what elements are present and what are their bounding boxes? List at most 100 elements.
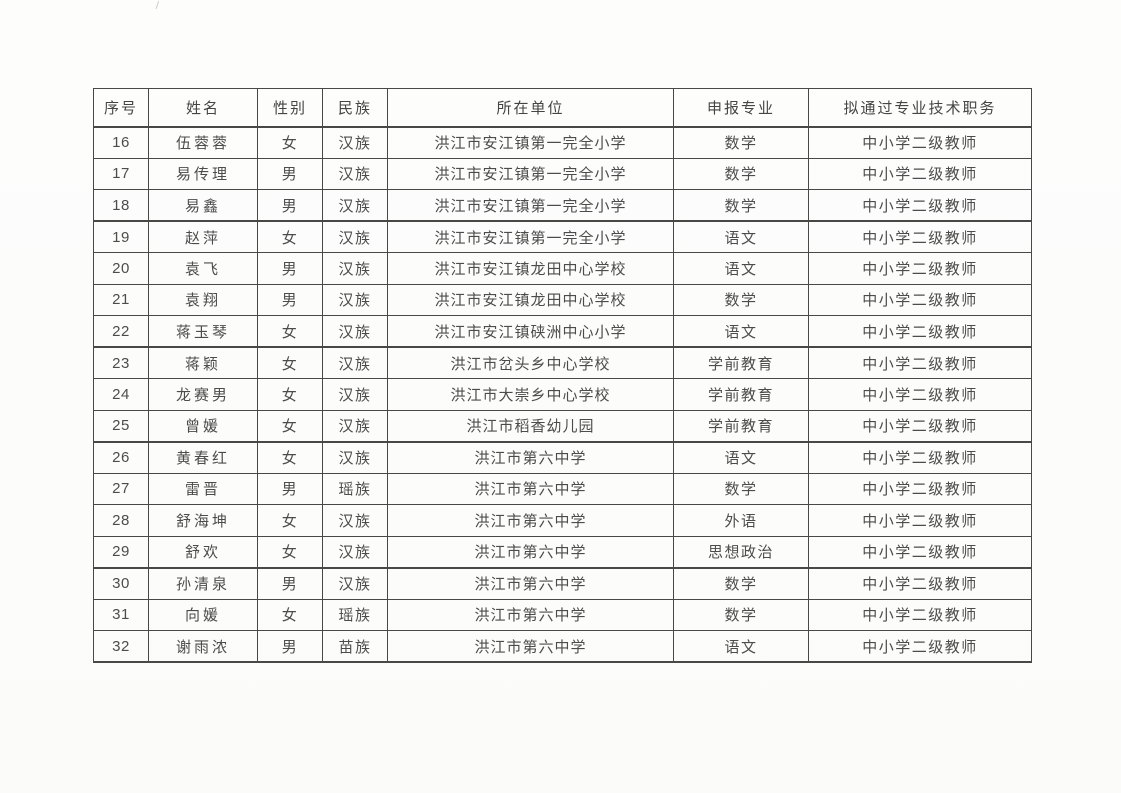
cell-declared-major: 数学 (673, 472, 809, 505)
cell-work-unit: 洪江市大崇乡中心学校 (387, 378, 674, 411)
cell-work-unit: 洪江市安江镇第一完全小学 (387, 126, 674, 159)
cell-declared-major: 语文 (673, 252, 809, 285)
cell-name: 向媛 (148, 598, 258, 631)
cell-serial-number: 30 (93, 567, 149, 600)
cell-gender: 女 (257, 441, 323, 474)
cell-ethnicity: 汉族 (322, 535, 388, 569)
cell-ethnicity: 汉族 (322, 346, 388, 379)
cell-proposed-title: 中小学二级教师 (808, 472, 1032, 505)
cell-declared-major: 思想政治 (673, 535, 809, 569)
cell-declared-major: 学前教育 (673, 378, 809, 411)
cell-ethnicity: 汉族 (322, 441, 388, 474)
cell-declared-major: 学前教育 (673, 409, 809, 443)
cell-declared-major: 语文 (673, 315, 809, 348)
cell-proposed-title: 中小学二级教师 (808, 283, 1032, 316)
cell-gender: 女 (257, 315, 323, 348)
cell-ethnicity: 苗族 (322, 630, 388, 663)
cell-proposed-title: 中小学二级教师 (808, 378, 1032, 411)
cell-serial-number: 29 (93, 535, 149, 569)
cell-serial-number: 22 (93, 315, 149, 348)
cell-work-unit: 洪江市安江镇第一完全小学 (387, 220, 674, 253)
cell-gender: 女 (257, 504, 323, 537)
cell-gender: 女 (257, 126, 323, 159)
cell-work-unit: 洪江市安江镇龙田中心学校 (387, 283, 674, 316)
cell-proposed-title: 中小学二级教师 (808, 126, 1032, 159)
table-row: 28 舒海坤女汉族 洪江市第六中学 外语 中小学二级教师 (93, 504, 1032, 537)
cell-serial-number: 16 (93, 126, 149, 159)
cell-ethnicity: 汉族 (322, 504, 388, 537)
cell-declared-major: 学前教育 (673, 346, 809, 379)
cell-work-unit: 洪江市第六中学 (387, 472, 674, 505)
cell-serial-number: 17 (93, 157, 149, 190)
cell-name: 易传理 (148, 157, 258, 190)
cell-declared-major: 数学 (673, 189, 809, 222)
cell-proposed-title: 中小学二级教师 (808, 504, 1032, 537)
table-body: 16 伍蓉蓉女汉族 洪江市安江镇第一完全小学 数学 中小学二级教师 17 易传理男汉族 洪江市… (93, 126, 1032, 663)
cell-gender: 女 (257, 346, 323, 379)
cell-proposed-title: 中小学二级教师 (808, 252, 1032, 285)
cell-ethnicity: 汉族 (322, 220, 388, 253)
cell-ethnicity: 瑶族 (322, 598, 388, 631)
cell-name: 蒋玉琴 (148, 315, 258, 348)
table-row: 27 雷晋男瑶族 洪江市第六中学 数学 中小学二级教师 (93, 472, 1032, 505)
cell-gender: 女 (257, 220, 323, 253)
cell-serial-number: 25 (93, 409, 149, 443)
cell-ethnicity: 汉族 (322, 157, 388, 190)
cell-serial-number: 18 (93, 189, 149, 222)
cell-proposed-title: 中小学二级教师 (808, 441, 1032, 474)
cell-ethnicity: 汉族 (322, 189, 388, 222)
cell-ethnicity: 汉族 (322, 378, 388, 411)
cell-proposed-title: 中小学二级教师 (808, 409, 1032, 443)
cell-name: 舒海坤 (148, 504, 258, 537)
table-row: 17 易传理男汉族 洪江市安江镇第一完全小学 数学 中小学二级教师 (93, 157, 1032, 190)
cell-gender: 女 (257, 409, 323, 443)
cell-serial-number: 23 (93, 346, 149, 379)
header-gender: 性别 (257, 88, 323, 128)
cell-proposed-title: 中小学二级教师 (808, 157, 1032, 190)
cell-name: 蒋颖 (148, 346, 258, 379)
cell-proposed-title: 中小学二级教师 (808, 315, 1032, 348)
cell-work-unit: 洪江市第六中学 (387, 504, 674, 537)
table-row: 26 黄春红女汉族 洪江市第六中学 语文 中小学二级教师 (93, 441, 1032, 474)
cell-serial-number: 24 (93, 378, 149, 411)
cell-work-unit: 洪江市第六中学 (387, 598, 674, 631)
cell-work-unit: 洪江市第六中学 (387, 567, 674, 600)
cell-serial-number: 19 (93, 220, 149, 253)
cell-gender: 女 (257, 378, 323, 411)
cell-ethnicity: 汉族 (322, 252, 388, 285)
cell-ethnicity: 汉族 (322, 567, 388, 600)
cell-work-unit: 洪江市安江镇第一完全小学 (387, 189, 674, 222)
cell-proposed-title: 中小学二级教师 (808, 220, 1032, 253)
cell-declared-major: 数学 (673, 598, 809, 631)
header-ethnicity: 民族 (322, 88, 388, 128)
cell-work-unit: 洪江市第六中学 (387, 535, 674, 569)
cell-work-unit: 洪江市安江镇龙田中心学校 (387, 252, 674, 285)
cell-ethnicity: 汉族 (322, 315, 388, 348)
cell-declared-major: 数学 (673, 283, 809, 316)
cell-proposed-title: 中小学二级教师 (808, 189, 1032, 222)
cell-name: 袁翔 (148, 283, 258, 316)
cell-gender: 女 (257, 535, 323, 569)
cell-name: 孙清泉 (148, 567, 258, 600)
cell-gender: 男 (257, 157, 323, 190)
cell-proposed-title: 中小学二级教师 (808, 630, 1032, 663)
cell-ethnicity: 汉族 (322, 409, 388, 443)
table-row: 29 舒欢女汉族 洪江市第六中学 思想政治 中小学二级教师 (93, 535, 1032, 569)
table-row: 23 蒋颖女汉族 洪江市岔头乡中心学校 学前教育 中小学二级教师 (93, 346, 1032, 379)
scan-artifact-mark (148, 0, 160, 10)
cell-name: 谢雨浓 (148, 630, 258, 663)
cell-work-unit: 洪江市安江镇硖洲中心小学 (387, 315, 674, 348)
cell-proposed-title: 中小学二级教师 (808, 567, 1032, 600)
cell-proposed-title: 中小学二级教师 (808, 535, 1032, 569)
cell-declared-major: 语文 (673, 441, 809, 474)
table-row: 21 袁翔男汉族 洪江市安江镇龙田中心学校 数学 中小学二级教师 (93, 283, 1032, 316)
cell-gender: 男 (257, 567, 323, 600)
cell-work-unit: 洪江市安江镇第一完全小学 (387, 157, 674, 190)
cell-ethnicity: 汉族 (322, 126, 388, 159)
cell-name: 易鑫 (148, 189, 258, 222)
cell-name: 伍蓉蓉 (148, 126, 258, 159)
header-declared-major: 申报专业 (673, 88, 809, 128)
cell-gender: 男 (257, 630, 323, 663)
cell-ethnicity: 汉族 (322, 283, 388, 316)
